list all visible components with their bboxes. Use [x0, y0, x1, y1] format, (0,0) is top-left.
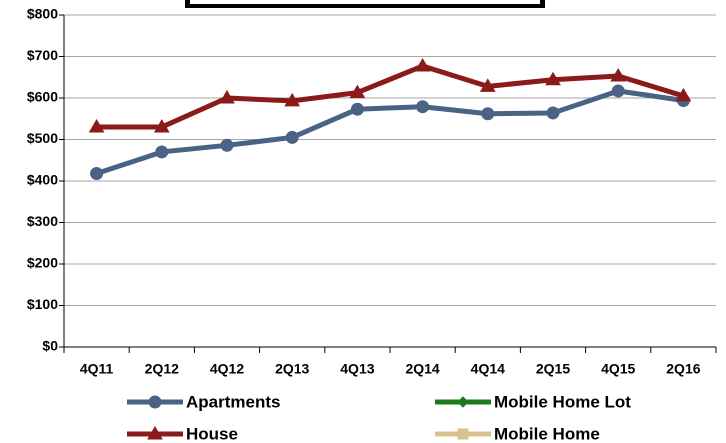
- y-tick-label: $100: [27, 296, 58, 312]
- point: [349, 84, 366, 99]
- y-tick-label: $700: [27, 47, 58, 63]
- point: [88, 119, 105, 133]
- point: [546, 106, 560, 120]
- point: [610, 68, 627, 82]
- title-bar-inner: [190, 0, 540, 4]
- x-tick-label: 2Q15: [536, 361, 570, 377]
- x-tick-label: 4Q14: [471, 361, 505, 377]
- y-tick-label: $200: [27, 255, 58, 271]
- x-tick-label: 4Q13: [340, 361, 374, 377]
- point: [545, 71, 561, 86]
- x-tick-label: 2Q14: [405, 361, 439, 377]
- point: [675, 87, 692, 102]
- series-line: [96, 63, 685, 130]
- legend-label: House: [186, 424, 238, 443]
- series-line: [95, 88, 684, 176]
- y-tick-label: $500: [27, 130, 58, 146]
- legend-label: Mobile Home Lot: [494, 392, 631, 411]
- y-tick-label: $300: [27, 213, 58, 229]
- point: [153, 119, 170, 133]
- x-tick-label: 4Q12: [210, 361, 244, 377]
- point: [285, 130, 299, 144]
- point: [155, 145, 169, 159]
- y-tick-label: $0: [42, 338, 58, 354]
- x-tick-label: 4Q11: [80, 361, 114, 377]
- x-tick-label: 2Q13: [275, 361, 309, 377]
- point: [414, 58, 431, 72]
- point: [219, 90, 235, 104]
- y-tick-label: $800: [27, 6, 58, 22]
- point: [90, 167, 104, 181]
- legend-marker: [457, 428, 469, 440]
- point: [611, 84, 625, 98]
- legend-label: Apartments: [186, 392, 280, 411]
- point: [479, 78, 496, 92]
- legend-marker: [147, 426, 163, 440]
- legend-label: Mobile Home: [494, 424, 600, 443]
- point: [481, 107, 495, 121]
- point: [350, 102, 364, 116]
- legend-marker: [457, 396, 469, 408]
- legend-marker: [148, 395, 162, 409]
- point: [416, 100, 430, 114]
- point: [220, 138, 234, 152]
- y-tick-label: $400: [27, 172, 58, 188]
- x-tick-label: 2Q16: [666, 361, 700, 377]
- point: [284, 92, 301, 107]
- x-tick-label: 2Q12: [145, 361, 179, 377]
- y-tick-label: $600: [27, 89, 58, 105]
- x-tick-label: 4Q15: [601, 361, 635, 377]
